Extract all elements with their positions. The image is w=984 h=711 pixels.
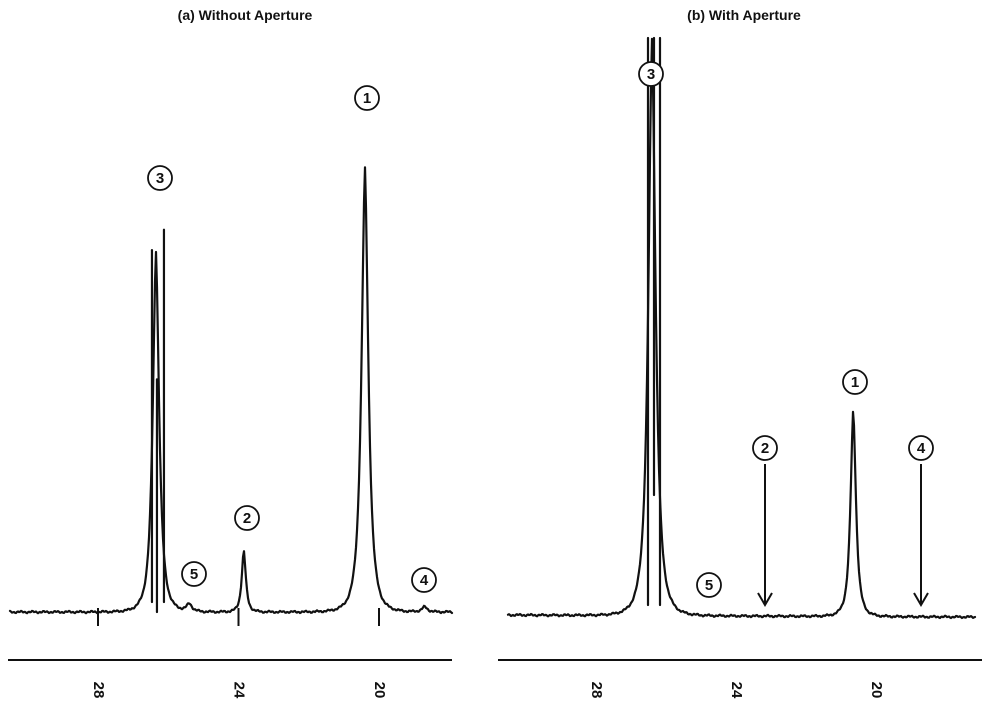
panel-b-peak-marker-3: 3 bbox=[638, 61, 664, 87]
panel-a-peak-circle-4 bbox=[411, 567, 437, 593]
panel-b-arrowhead-4 bbox=[913, 592, 929, 607]
panel-b-peak-marker-2: 2 bbox=[752, 435, 778, 607]
panel-b-title: (b) With Aperture bbox=[687, 7, 801, 23]
panel-b-peak-label-1: 1 bbox=[851, 374, 859, 391]
panel-b-peak-circle-3 bbox=[638, 61, 664, 87]
panel-a: (a) Without Aperture 28 24 20 1 2 3 4 5 bbox=[8, 7, 454, 699]
panel-b-peak-label-3: 3 bbox=[647, 66, 655, 83]
panel-a-peak-marker-2: 2 bbox=[234, 505, 260, 531]
panel-a-peak-circle-5 bbox=[181, 561, 207, 587]
panel-b-tick-label: 20 bbox=[868, 682, 885, 699]
panel-b-chromatogram-trace bbox=[506, 37, 977, 620]
panel-a-tick-label: 20 bbox=[371, 682, 388, 699]
panel-b-tick-label: 28 bbox=[588, 682, 605, 699]
panel-a-peak-label-5: 5 bbox=[190, 566, 198, 583]
panel-a-peak-marker-3: 3 bbox=[147, 165, 173, 191]
panel-b-peak-circle-5 bbox=[696, 572, 722, 598]
panel-a-peak-label-3: 3 bbox=[156, 170, 164, 187]
panel-a-peak-marker-4: 4 bbox=[411, 567, 437, 593]
panel-a-peak-label-1: 1 bbox=[363, 90, 371, 107]
panel-a-tick-label: 24 bbox=[231, 682, 248, 699]
panel-a-peak-marker-5: 5 bbox=[181, 561, 207, 587]
panel-b-peak-circle-2 bbox=[752, 435, 778, 461]
panel-a-chromatogram-trace bbox=[8, 166, 454, 615]
panel-b-peak-marker-4: 4 bbox=[908, 435, 934, 607]
panel-a-peak-label-2: 2 bbox=[243, 510, 251, 527]
panel-b-arrowhead-2 bbox=[757, 592, 773, 607]
panel-b-peak-marker-1: 1 bbox=[842, 369, 868, 395]
panel-b-peak-circle-1 bbox=[842, 369, 868, 395]
panel-a-peak-circle-2 bbox=[234, 505, 260, 531]
panel-b-tick-label: 24 bbox=[728, 682, 745, 699]
panel-b-peak-label-4: 4 bbox=[917, 440, 926, 457]
panel-b: (b) With Aperture 28 24 20 1 2 3 4 5 bbox=[498, 7, 982, 699]
panel-a-peak-circle-1 bbox=[354, 85, 380, 111]
panel-a-peak-marker-1: 1 bbox=[354, 85, 380, 111]
panel-a-title: (a) Without Aperture bbox=[178, 7, 313, 23]
panel-b-peak-label-5: 5 bbox=[705, 577, 713, 594]
panel-b-peak-circle-4 bbox=[908, 435, 934, 461]
panel-b-peak-label-2: 2 bbox=[761, 440, 769, 457]
panel-a-peak-label-4: 4 bbox=[420, 572, 429, 589]
panel-a-peak-circle-3 bbox=[147, 165, 173, 191]
panel-b-peak-marker-5: 5 bbox=[696, 572, 722, 598]
panel-a-tick-label: 28 bbox=[90, 682, 107, 699]
